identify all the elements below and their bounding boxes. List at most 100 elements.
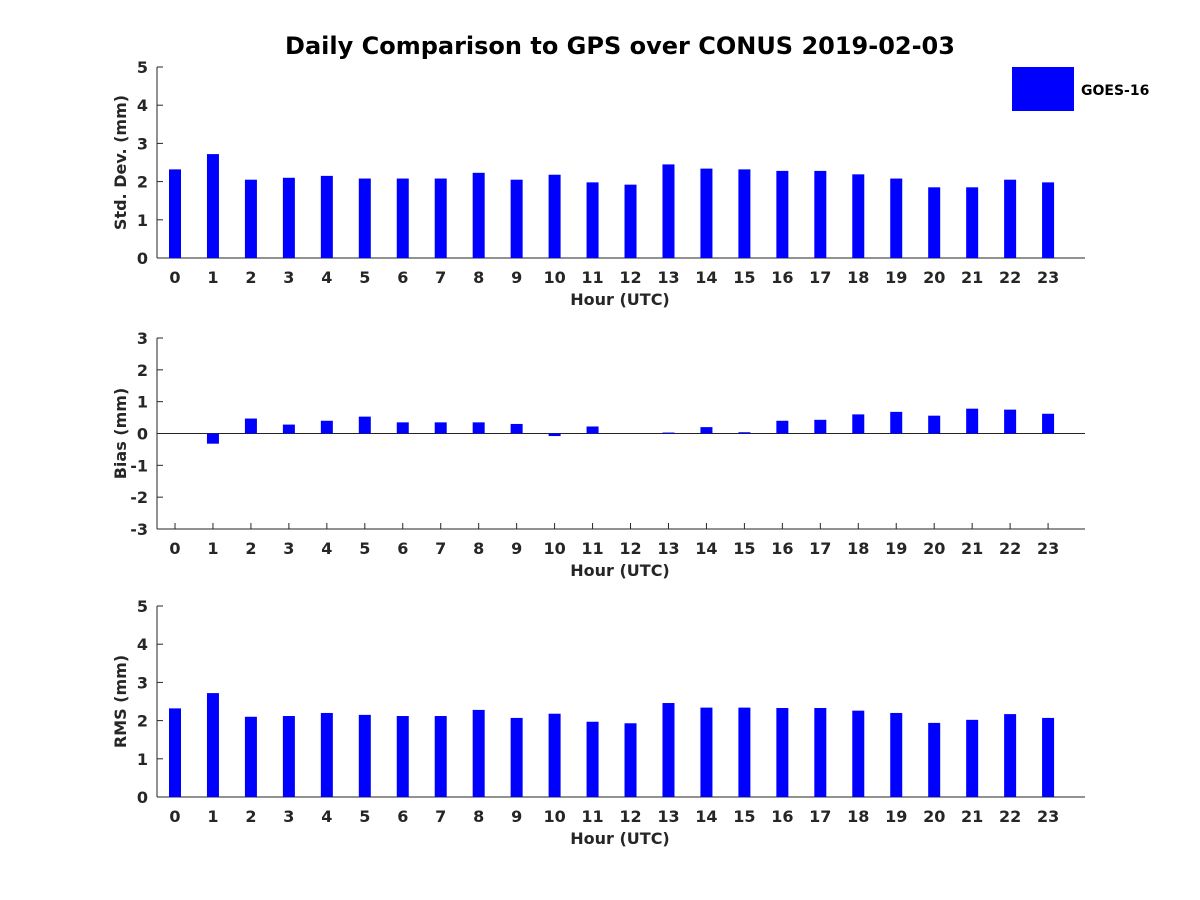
stddev-y-tick-label: 4 [137,96,148,115]
bias-x-tick-label: 10 [543,539,565,558]
chart-title: Daily Comparison to GPS over CONUS 2019-… [285,32,955,60]
rms-x-tick-label: 10 [543,807,565,826]
stddev-bar [510,179,523,258]
bias-y-tick-label: 0 [137,425,148,444]
stddev-x-tick-label: 18 [847,268,869,287]
stddev-bar [358,178,371,258]
bias-y-tick-label: 3 [137,329,148,348]
rms-y-tick-label: 5 [137,597,148,616]
stddev-y-tick-label: 2 [137,173,148,192]
stddev-bar [700,168,713,258]
stddev-bar [928,187,941,258]
bias-bar [1042,413,1055,434]
bias-bar [738,432,751,434]
rms-bar [1004,714,1017,797]
rms-bar [169,708,181,797]
stddev-x-tick-label: 11 [581,268,603,287]
bias-y-tick-label: -3 [130,520,148,539]
rms-x-tick-label: 22 [999,807,1021,826]
stddev-x-tick-label: 1 [207,268,218,287]
stddev-x-tick-label: 14 [695,268,717,287]
bias-x-tick-label: 19 [885,539,907,558]
stddev-x-tick-label: 8 [473,268,484,287]
rms-x-tick-label: 9 [511,807,522,826]
rms-x-tick-label: 17 [809,807,831,826]
stddev-x-tick-label: 16 [771,268,793,287]
legend: GOES-16 [1012,67,1149,111]
rms-bar [624,723,637,797]
bias-x-tick-label: 13 [657,539,679,558]
bias-bar [358,416,371,434]
stddev-bar [396,178,409,258]
bias-x-tick-label: 0 [169,539,180,558]
stddev-y-tick-label: 1 [137,211,148,230]
bias-y-tick-label: 2 [137,361,148,380]
bias-x-tick-label: 7 [435,539,446,558]
bias-x-tick-label: 21 [961,539,983,558]
rms-x-tick-label: 13 [657,807,679,826]
rms-x-tick-label: 21 [961,807,983,826]
stddev-x-tick-label: 20 [923,268,945,287]
rms-bar [472,709,485,797]
rms-x-tick-label: 2 [245,807,256,826]
bias-bar [548,433,561,437]
rms-bar [738,707,751,797]
rms-bar [434,716,447,797]
stddev-x-tick-label: 17 [809,268,831,287]
stddev-x-tick-label: 12 [619,268,641,287]
bias-y-tick-label: 1 [137,393,148,412]
stddev-bar [1004,179,1017,258]
stddev-bar [852,174,865,258]
stddev-bar [662,164,675,258]
bias-bar [890,411,903,434]
stddev-x-label: Hour (UTC) [570,290,670,309]
bias-bar [434,422,447,434]
rms-bar [244,716,257,797]
rms-y-label: RMS (mm) [111,655,130,748]
rms-x-label: Hour (UTC) [570,829,670,848]
bias-bar [814,419,827,434]
stddev-bar [814,170,827,258]
bias-bar [966,408,979,434]
bias-x-tick-label: 12 [619,539,641,558]
rms-x-tick-label: 11 [581,807,603,826]
bias-x-tick-label: 20 [923,539,945,558]
legend-swatch [1012,67,1074,111]
bias-x-tick-label: 1 [207,539,218,558]
stddev-bar [434,178,447,258]
stddev-bar [776,170,789,258]
bias-x-tick-label: 9 [511,539,522,558]
rms-x-tick-label: 14 [695,807,717,826]
bias-y-label: Bias (mm) [111,388,130,480]
bias-bar [244,418,257,434]
rms-bar [206,693,219,797]
bias-y-tick-label: -2 [130,488,148,507]
bias-bar [282,424,295,434]
bias-bar [928,415,941,434]
stddev-x-tick-label: 15 [733,268,755,287]
bias-x-tick-label: 6 [397,539,408,558]
rms-bar [814,707,827,797]
rms-x-tick-label: 7 [435,807,446,826]
rms-y-tick-label: 3 [137,673,148,692]
stddev-x-tick-label: 22 [999,268,1021,287]
stddev-y-tick-label: 3 [137,134,148,153]
bias-x-label: Hour (UTC) [570,561,670,580]
bias-x-tick-label: 23 [1037,539,1059,558]
stddev-bar [966,187,979,258]
stddev-bar [169,169,181,258]
rms-bar [700,707,713,797]
bias-bar [586,426,599,434]
rms-y-tick-label: 1 [137,750,148,769]
stddev-x-tick-label: 9 [511,268,522,287]
stddev-x-tick-label: 7 [435,268,446,287]
rms-x-tick-label: 6 [397,807,408,826]
rms-x-tick-label: 4 [321,807,332,826]
rms-x-tick-label: 12 [619,807,641,826]
stddev-y-label: Std. Dev. (mm) [111,95,130,230]
stddev-x-tick-label: 5 [359,268,370,287]
bias-bar [1004,409,1017,434]
